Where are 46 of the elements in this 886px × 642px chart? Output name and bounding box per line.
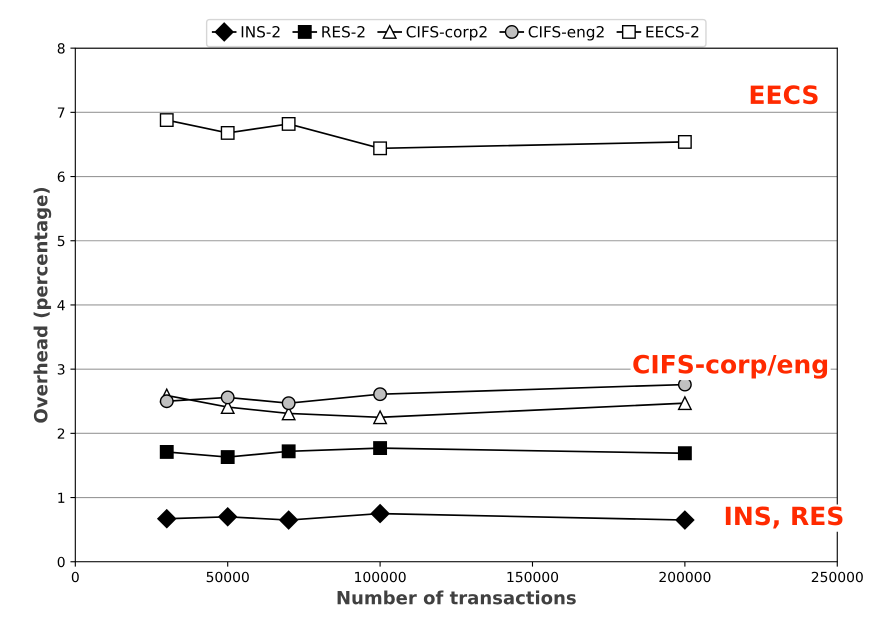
point xyxy=(675,510,694,530)
y-axis-title: Overhead (percentage) xyxy=(34,188,52,423)
point xyxy=(220,126,235,140)
x-tick-label: 200000 xyxy=(659,572,710,582)
y-tick-label: 5 xyxy=(58,236,64,246)
y-tick-label: 8 xyxy=(58,43,65,54)
annotation: EECS xyxy=(750,85,818,104)
annotation: CIFS-corp/eng xyxy=(633,354,828,379)
legend-label: CIFS-corp2 xyxy=(406,26,487,41)
point xyxy=(160,445,174,459)
x-tick-label: 0 xyxy=(72,572,79,582)
point xyxy=(282,396,296,410)
point xyxy=(220,450,235,464)
x-tick-label: 50000 xyxy=(206,572,249,582)
point xyxy=(678,446,692,460)
point xyxy=(373,441,388,456)
legend-label: EECS-2 xyxy=(646,26,698,38)
point xyxy=(279,510,298,530)
legend-label: CIFS-eng2 xyxy=(528,26,604,41)
y-tick-label: 1 xyxy=(58,492,64,503)
point xyxy=(373,387,388,402)
point xyxy=(678,396,692,410)
legend-label: INS-2 xyxy=(242,26,280,38)
point xyxy=(370,504,390,524)
point xyxy=(220,390,235,404)
point xyxy=(678,134,692,149)
point xyxy=(373,410,388,424)
point xyxy=(282,116,296,131)
x-tick-label: 250000 xyxy=(812,572,863,582)
y-tick-label: 7 xyxy=(58,108,64,118)
x-tick-label: 150000 xyxy=(508,572,558,582)
y-tick-label: 2 xyxy=(58,428,64,439)
point xyxy=(218,507,238,526)
x-tick-label: 100000 xyxy=(355,572,406,582)
y-tick-label: 4 xyxy=(57,300,65,310)
x-axis-title: Number of transactions xyxy=(338,590,576,604)
point xyxy=(160,394,174,408)
y-tick-label: 6 xyxy=(58,172,65,182)
point xyxy=(157,509,176,528)
annotation: INS, RES xyxy=(726,506,842,529)
point xyxy=(160,113,174,127)
y-tick-label: 3 xyxy=(58,364,64,375)
y-tick-label: 0 xyxy=(58,556,65,568)
point xyxy=(282,444,296,458)
point xyxy=(373,141,388,156)
legend-label: RES-2 xyxy=(322,26,364,38)
